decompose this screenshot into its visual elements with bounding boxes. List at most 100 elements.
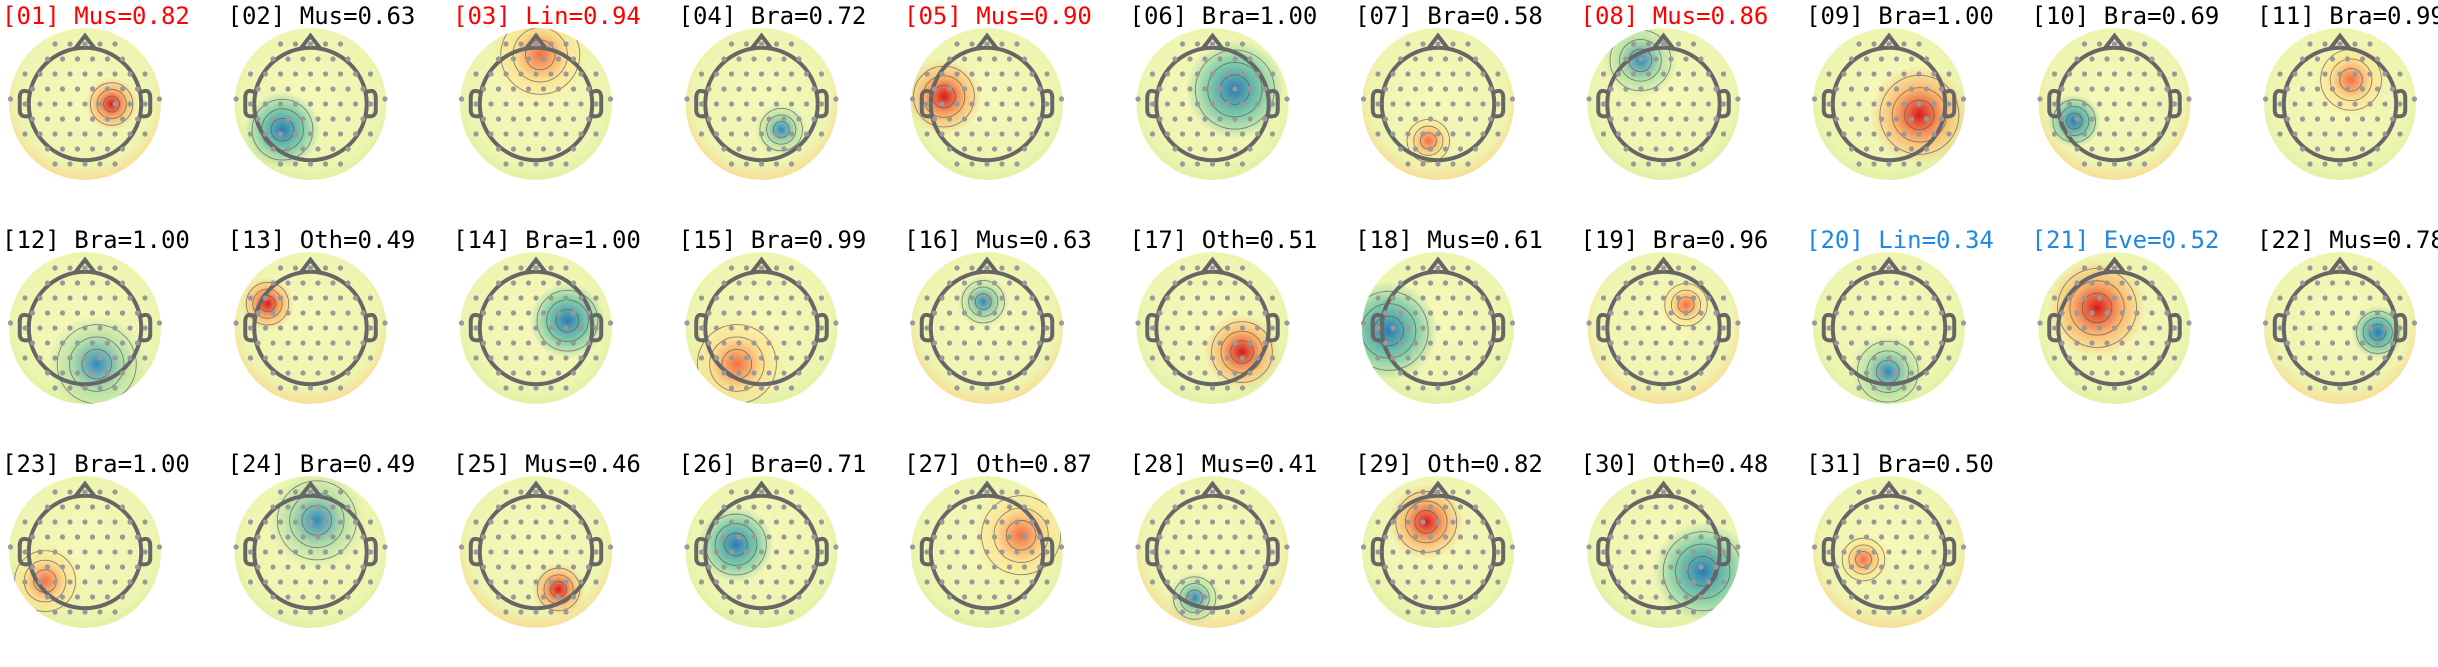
sensor: [1021, 86, 1028, 92]
sensor: [119, 370, 126, 376]
topomap: [24] Bra=0.49: [228, 450, 415, 628]
sensor: [52, 71, 58, 77]
sensor: [1833, 534, 1840, 540]
sensor: [1487, 116, 1494, 122]
sensor: [796, 564, 802, 570]
sensor: [946, 56, 953, 62]
sensor: [262, 101, 269, 107]
ear: [2169, 88, 2182, 119]
sensor: [292, 579, 299, 585]
sensor: [1690, 609, 1697, 615]
sensor: [1675, 265, 1682, 271]
sensor: [2156, 71, 2163, 77]
sensor: [1172, 116, 1178, 122]
sensor: [1044, 579, 1050, 585]
sensor: [1224, 609, 1231, 615]
head-outline: [703, 45, 820, 163]
sensor: [1946, 579, 1952, 585]
sensor: [2397, 131, 2403, 137]
sensor: [1232, 370, 1238, 376]
sensor: [1848, 56, 1855, 62]
sensor: [773, 519, 780, 525]
sensor: [2104, 310, 2110, 316]
sensor: [788, 609, 795, 615]
component-label: [25] Mus=0.46: [453, 450, 641, 478]
sensor: [112, 325, 118, 331]
sensor: [1901, 71, 1907, 77]
sensor: [315, 594, 321, 600]
sensor: [1908, 340, 1915, 346]
sensor: [360, 534, 366, 540]
sensor: [104, 340, 111, 346]
sensor: [1465, 265, 1471, 271]
sensor: [1660, 41, 1667, 47]
sensor: [1630, 101, 1637, 107]
sensor: [2322, 385, 2328, 391]
sensor: [1239, 489, 1246, 495]
sensor: [2081, 41, 2088, 47]
sensor: [1465, 519, 1471, 525]
contour: [1404, 500, 1448, 544]
sensor: [976, 310, 983, 316]
sensor: [1705, 549, 1712, 555]
sensor: [1269, 295, 1276, 301]
sensor: [2104, 86, 2110, 92]
sensor: [345, 146, 351, 152]
sensor: [728, 519, 735, 525]
sensor: [337, 549, 344, 555]
sensor: [1187, 534, 1193, 540]
sensor: [1194, 385, 1201, 391]
sensor: [104, 594, 111, 600]
topomap: [28] Mus=0.41: [1130, 450, 1317, 628]
sensor: [931, 534, 938, 540]
sensor: [2292, 355, 2298, 361]
sensor: [1645, 489, 1652, 495]
ear: [2047, 88, 2060, 119]
sensor: [59, 594, 66, 600]
sensor: [961, 146, 968, 152]
sensor: [570, 504, 577, 510]
sensor: [2111, 355, 2118, 361]
sensor: [2066, 355, 2073, 361]
sensor: [1187, 594, 1193, 600]
ear: [2047, 312, 2060, 343]
sensor: [548, 385, 554, 391]
sensor: [1014, 131, 1020, 137]
sensor: [67, 265, 73, 271]
sensor: [2322, 265, 2328, 271]
sensor: [2134, 56, 2140, 62]
ear: [1944, 312, 1957, 343]
sensor: [555, 594, 562, 600]
sensor: [1157, 310, 1163, 316]
sensor: [1653, 116, 1659, 122]
sensor: [1036, 534, 1043, 540]
sensor: [1938, 310, 1945, 316]
topomap: [02] Mus=0.63: [228, 2, 415, 180]
sensor: [2337, 71, 2343, 77]
sensor: [1623, 310, 1629, 316]
ear: [816, 536, 829, 567]
nose: [73, 32, 97, 50]
sensor: [1420, 489, 1426, 495]
contour: [103, 95, 121, 113]
sensor: [337, 71, 344, 77]
sensor: [2074, 340, 2080, 346]
sensor: [1457, 280, 1464, 286]
sensor: [1029, 101, 1035, 107]
sensor: [1923, 340, 1930, 346]
sensor: [796, 310, 802, 316]
sensor: [2111, 131, 2118, 137]
sensor: [946, 504, 953, 510]
sensor: [1705, 325, 1712, 331]
sensor: [97, 325, 103, 331]
sensor: [766, 310, 772, 316]
sensor: [1863, 564, 1870, 570]
sensor: [2141, 325, 2148, 331]
sensor: [1916, 71, 1922, 77]
sensor: [44, 280, 51, 286]
sensor: [2337, 161, 2343, 167]
sensor: [2329, 280, 2336, 286]
sensor: [1871, 519, 1877, 525]
sensor: [954, 489, 960, 495]
sensor: [59, 310, 66, 316]
